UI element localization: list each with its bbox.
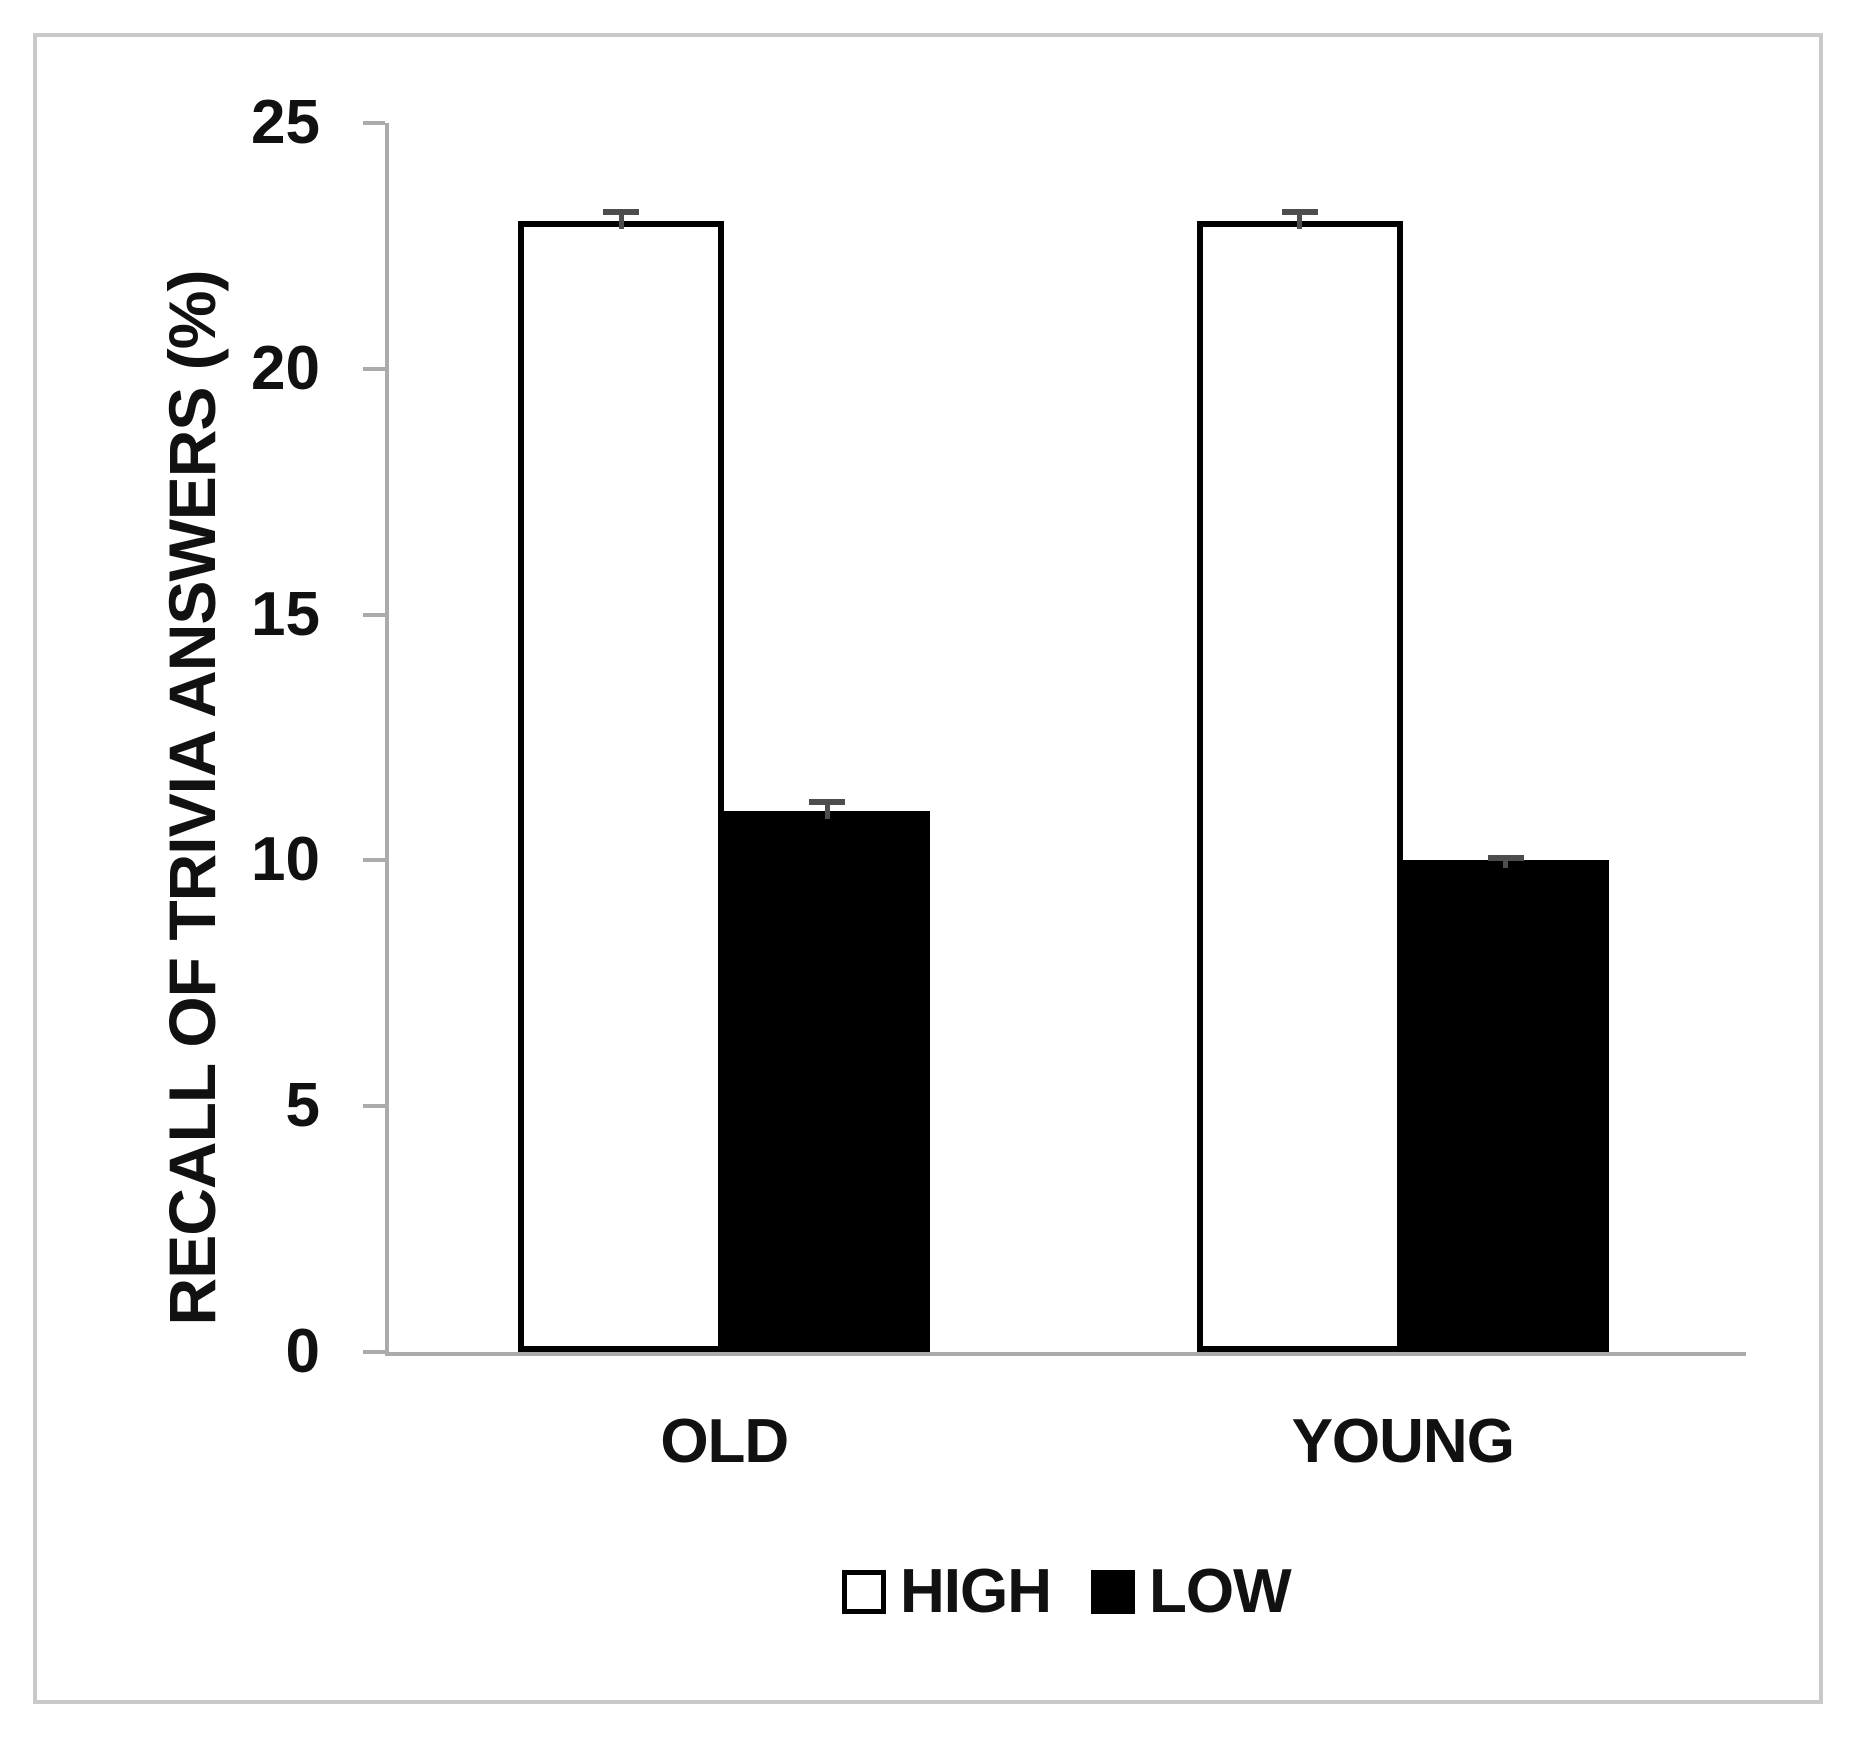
error-bar-stem: [1297, 209, 1303, 230]
bar-old-low: [724, 811, 931, 1352]
legend-swatch-high: [842, 1570, 886, 1614]
y-tick-mark: [363, 612, 385, 617]
legend-item-high: HIGH: [842, 1557, 1052, 1626]
y-tick-mark: [363, 1104, 385, 1109]
error-bar-stem: [618, 209, 624, 230]
y-tick-mark: [363, 366, 385, 371]
error-bar-cap: [809, 798, 846, 805]
legend-label-low: LOW: [1149, 1557, 1292, 1626]
y-tick-label: 0: [285, 1317, 320, 1386]
error-bar-stem: [1503, 855, 1509, 869]
bar-young-high: [1196, 221, 1403, 1352]
legend-swatch-low: [1091, 1570, 1135, 1614]
error-bar-stem: [824, 798, 830, 820]
x-category-label: OLD: [660, 1407, 789, 1476]
error-bar-cap: [603, 209, 640, 216]
plot-area: [385, 123, 1746, 1356]
y-tick-label: 25: [251, 88, 320, 157]
y-tick-label: 5: [285, 1071, 320, 1141]
bar-young-low: [1402, 860, 1609, 1352]
y-tick-label: 15: [251, 579, 320, 649]
y-tick-label: 20: [251, 333, 320, 403]
error-bar-cap: [1487, 855, 1524, 862]
error-bar-cap: [1281, 209, 1318, 216]
legend: HIGH LOW: [842, 1557, 1292, 1626]
y-tick-label: 10: [251, 825, 320, 895]
x-category-label: YOUNG: [1291, 1407, 1515, 1476]
legend-item-low: LOW: [1091, 1557, 1292, 1626]
y-tick-mark: [363, 858, 385, 863]
legend-label-high: HIGH: [900, 1557, 1052, 1626]
y-axis-title: RECALL OF TRIVIA ANSWERS (%): [155, 270, 229, 1326]
bar-old-high: [518, 221, 725, 1352]
y-tick-mark: [363, 1350, 385, 1354]
y-tick-mark: [363, 121, 385, 125]
